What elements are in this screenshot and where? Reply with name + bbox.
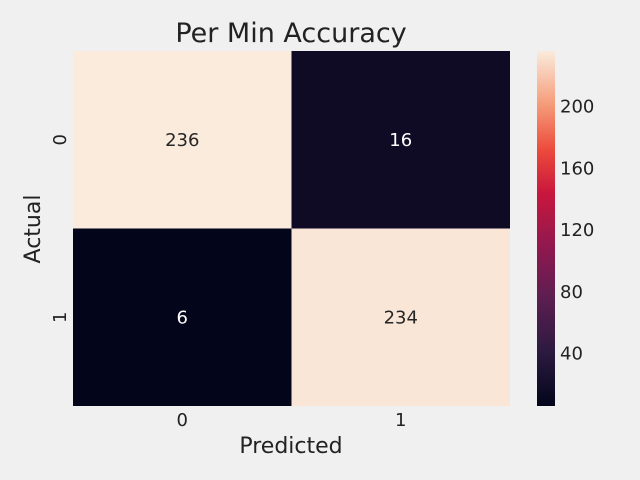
- cell-value-label: 6: [177, 307, 188, 328]
- colorbar-tick-label: 120: [560, 220, 594, 241]
- heatmap-cells: [73, 51, 510, 406]
- heatmap-cell-labels: 236 16 6 234: [165, 130, 418, 329]
- heatmap-cell: [73, 228, 292, 406]
- cell-value-label: 16: [389, 130, 412, 151]
- x-tick-label: 1: [395, 410, 406, 431]
- colorbar-tick-label: 80: [560, 282, 583, 303]
- colorbar-tick-label: 40: [560, 344, 583, 365]
- y-tick-labels: 01: [50, 134, 71, 323]
- heatmap-cell: [73, 51, 292, 229]
- x-tick-label: 0: [177, 410, 188, 431]
- colorbar-tick-label: 160: [560, 158, 594, 179]
- cell-value-label: 234: [384, 307, 418, 328]
- y-tick-label: 0: [50, 134, 71, 145]
- heatmap-cell: [291, 51, 510, 229]
- cell-value-label: 236: [165, 130, 199, 151]
- colorbar-tick-label: 200: [560, 97, 594, 118]
- chart-title: Per Min Accuracy: [175, 18, 406, 49]
- colorbar-tick-labels: 40 80 120 160 200: [560, 97, 594, 365]
- y-tick-label: 1: [50, 312, 71, 323]
- colorbar: [537, 51, 555, 406]
- y-axis-label: Actual: [21, 195, 46, 264]
- x-axis-label: Predicted: [239, 434, 342, 459]
- heatmap-cell: [291, 228, 510, 406]
